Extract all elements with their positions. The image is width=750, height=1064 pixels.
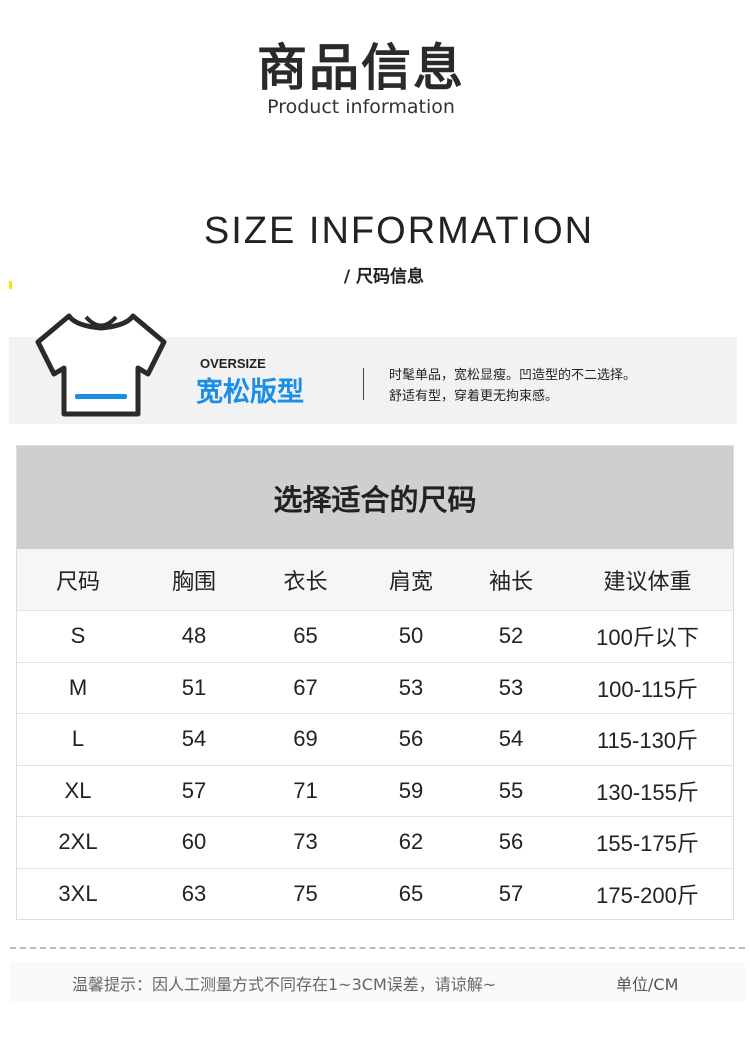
table-row: M 51 67 53 53 100-115斤	[17, 661, 733, 714]
table-cell: 69	[293, 726, 318, 752]
table-cell: 65	[398, 880, 424, 906]
table-cell: 53	[398, 674, 424, 700]
table-cell: 51	[181, 674, 207, 700]
column-header: 袖长	[488, 568, 533, 594]
table-cell: 175-200斤	[596, 882, 699, 908]
column-header: 建议体重	[603, 568, 692, 594]
fit-type-label: 宽松版型	[196, 377, 304, 408]
size-table: 选择适合的尺码 尺码 胸围 衣长 肩宽 袖长 建议体重 S 48 65 50 52 100…	[16, 445, 734, 920]
table-cell: L	[71, 726, 85, 752]
table-row: XL 57 71 59 55 130-155斤	[17, 764, 733, 817]
table-cell: 53	[498, 674, 524, 700]
banner-description-2: 舒适有型，穿着更无拘束感。	[389, 389, 559, 404]
page-title: 商品信息	[257, 39, 465, 97]
table-cell: 50	[398, 623, 424, 649]
table-cell: 75	[293, 880, 318, 906]
size-section-title: SIZE INFORMATION	[203, 210, 595, 252]
column-header: 尺码	[55, 568, 100, 594]
decorative-mark	[9, 281, 12, 289]
table-cell: S	[70, 623, 86, 649]
size-section-subtitle: / 尺码信息	[343, 267, 425, 287]
table-cell: 60	[181, 829, 207, 855]
table-cell: 130-155斤	[596, 779, 699, 805]
table-row: 3XL 63 75 65 57 175-200斤	[17, 867, 733, 920]
table-cell: 52	[498, 623, 524, 649]
table-cell: 59	[398, 777, 424, 803]
table-cell: 3XL	[58, 880, 98, 906]
banner-divider	[363, 368, 364, 400]
table-cell: 55	[498, 777, 524, 803]
page-subtitle: Product information	[267, 96, 455, 118]
table-row: S 48 65 50 52 100斤以下	[17, 610, 733, 662]
table-cell: 2XL	[58, 829, 98, 855]
column-header: 肩宽	[388, 568, 433, 594]
table-cell: XL	[64, 777, 92, 803]
table-cell: M	[68, 674, 88, 700]
table-cell: 57	[181, 777, 207, 803]
measurement-note: 温馨提示：因人工测量方式不同存在1~3CM误差，请谅解~	[72, 975, 497, 994]
table-row: L 54 69 56 54 115-130斤	[17, 713, 733, 765]
table-cell: 71	[293, 777, 318, 803]
table-cell: 67	[293, 674, 318, 700]
table-cell: 155-175斤	[596, 831, 699, 857]
table-cell: 100斤以下	[596, 625, 699, 651]
table-cell: 62	[398, 829, 424, 855]
table-cell: 54	[181, 726, 207, 752]
unit-label: 单位/CM	[616, 975, 679, 994]
table-row: 2XL 60 73 62 56 155-175斤	[17, 816, 733, 868]
table-cell: 115-130斤	[596, 728, 699, 754]
table-cell: 57	[498, 880, 524, 906]
banner-description-1: 时髦单品，宽松显瘦。凹造型的不二选择。	[389, 368, 637, 383]
divider-dashed	[10, 947, 745, 949]
table-cell: 54	[498, 726, 524, 752]
table-cell: 56	[398, 726, 424, 752]
column-header: 胸围	[171, 568, 216, 594]
table-cell: 63	[181, 880, 207, 906]
footer-bar	[10, 962, 745, 1002]
oversize-label: OVERSIZE	[200, 356, 266, 371]
column-header: 衣长	[283, 568, 328, 594]
table-cell: 65	[293, 623, 318, 649]
table-header-row: 尺码 胸围 衣长 肩宽 袖长 建议体重	[17, 549, 733, 610]
size-table-title: 选择适合的尺码	[17, 446, 733, 549]
table-cell: 100-115斤	[596, 676, 699, 702]
table-cell: 48	[181, 623, 207, 649]
tshirt-icon	[35, 313, 167, 417]
table-cell: 56	[498, 829, 524, 855]
table-cell: 73	[293, 829, 318, 855]
